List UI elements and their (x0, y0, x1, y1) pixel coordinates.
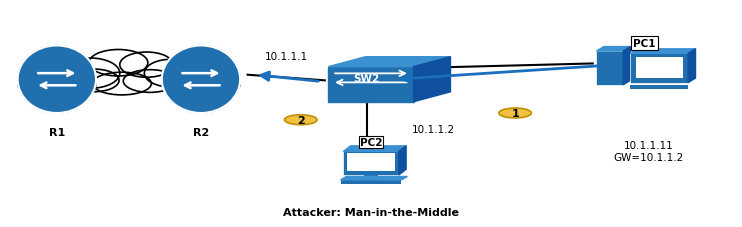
Ellipse shape (119, 53, 173, 78)
Text: 1: 1 (511, 109, 519, 118)
Text: 10.1.1.1: 10.1.1.1 (264, 52, 307, 62)
Polygon shape (341, 177, 407, 180)
FancyBboxPatch shape (631, 54, 688, 83)
FancyBboxPatch shape (636, 58, 683, 79)
Text: 10.1.1.2: 10.1.1.2 (412, 124, 455, 134)
Polygon shape (597, 47, 631, 52)
Ellipse shape (61, 59, 119, 89)
Ellipse shape (93, 73, 151, 96)
FancyBboxPatch shape (631, 86, 688, 89)
Polygon shape (631, 49, 695, 54)
Text: 2: 2 (297, 115, 305, 125)
Ellipse shape (123, 70, 177, 93)
Polygon shape (344, 146, 406, 152)
Ellipse shape (145, 60, 197, 88)
Ellipse shape (18, 46, 96, 114)
FancyBboxPatch shape (344, 152, 398, 175)
Polygon shape (413, 57, 450, 102)
Ellipse shape (89, 50, 148, 77)
Polygon shape (398, 146, 406, 175)
Polygon shape (623, 47, 631, 86)
Polygon shape (329, 57, 450, 67)
Text: Attacker: Man-in-the-Middle: Attacker: Man-in-the-Middle (283, 207, 459, 217)
Text: R1: R1 (49, 127, 65, 137)
Text: PC2: PC2 (360, 137, 382, 147)
FancyBboxPatch shape (347, 153, 395, 172)
Text: PC1: PC1 (633, 39, 656, 49)
Polygon shape (329, 67, 413, 102)
FancyBboxPatch shape (364, 175, 378, 180)
Text: 10.1.1.11
GW=10.1.1.2: 10.1.1.11 GW=10.1.1.2 (613, 141, 683, 162)
Text: R2: R2 (193, 127, 209, 137)
Text: SW2: SW2 (354, 74, 380, 84)
FancyBboxPatch shape (597, 52, 623, 86)
Polygon shape (688, 49, 695, 83)
Circle shape (284, 115, 317, 125)
Ellipse shape (68, 70, 119, 92)
Ellipse shape (52, 50, 206, 101)
Ellipse shape (18, 77, 96, 95)
Ellipse shape (162, 46, 240, 114)
Ellipse shape (162, 77, 240, 95)
Circle shape (499, 109, 531, 118)
FancyBboxPatch shape (341, 180, 401, 184)
